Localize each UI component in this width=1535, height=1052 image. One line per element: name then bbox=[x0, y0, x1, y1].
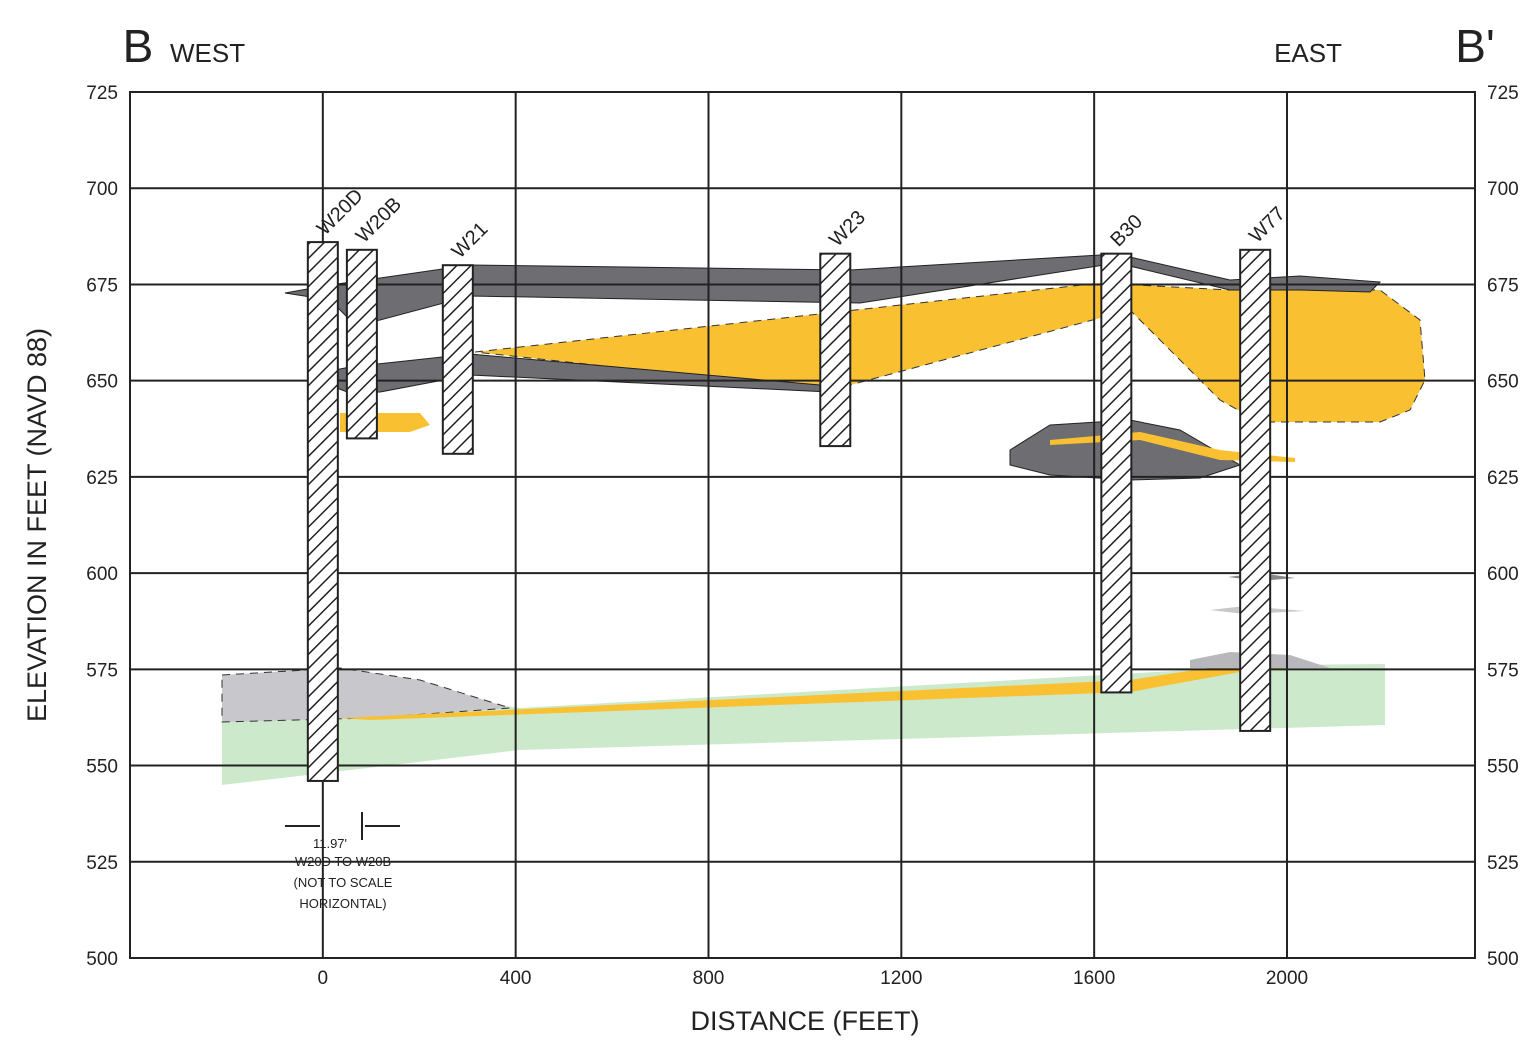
x-axis-title: DISTANCE (FEET) bbox=[691, 1006, 920, 1036]
annotation-text: W20D TO W20B bbox=[295, 854, 391, 869]
y-tick-label: 625 bbox=[86, 468, 118, 489]
y-tick-label: 600 bbox=[86, 564, 118, 585]
well bbox=[347, 250, 377, 439]
x-tick-label: 2000 bbox=[1266, 968, 1308, 989]
well bbox=[308, 242, 338, 781]
well bbox=[443, 265, 473, 454]
right-letter: B' bbox=[1455, 20, 1494, 72]
annotation-text: (NOT TO SCALE bbox=[294, 875, 393, 890]
y-axis-title: ELEVATION IN FEET (NAVD 88) bbox=[22, 328, 52, 722]
y-tick-label: 600 bbox=[1487, 564, 1519, 585]
x-tick-label: 800 bbox=[693, 968, 725, 989]
y-tick-label: 725 bbox=[1487, 83, 1519, 104]
x-tick-label: 1600 bbox=[1073, 968, 1115, 989]
x-tick-label: 0 bbox=[318, 968, 329, 989]
well-label: W77 bbox=[1245, 203, 1290, 248]
y-tick-label: 550 bbox=[86, 757, 118, 778]
right-direction: EAST bbox=[1274, 38, 1342, 68]
cross-section: 500 500 525 525 550 550 575 575 600 600 625 625 650 6… bbox=[0, 0, 1535, 1047]
y-tick-label: 725 bbox=[86, 83, 118, 104]
well-label: B30 bbox=[1106, 210, 1147, 251]
well-label: W21 bbox=[448, 218, 493, 263]
y-tick-label: 700 bbox=[1487, 179, 1519, 200]
annotation-text: 11.97' bbox=[313, 836, 347, 851]
y-tick-label: 675 bbox=[86, 275, 118, 296]
y-tick-label: 675 bbox=[1487, 275, 1519, 296]
y-tick-label: 525 bbox=[1487, 853, 1519, 874]
y-tick-label: 500 bbox=[1487, 949, 1519, 970]
well-label: W23 bbox=[825, 207, 870, 252]
well bbox=[1101, 254, 1131, 693]
well bbox=[820, 254, 850, 446]
left-letter: B bbox=[123, 20, 154, 72]
well bbox=[1240, 250, 1270, 731]
annotation-text: HORIZONTAL) bbox=[299, 896, 386, 911]
left-direction: WEST bbox=[170, 38, 245, 68]
y-tick-label: 550 bbox=[1487, 757, 1519, 778]
x-tick-label: 1200 bbox=[880, 968, 922, 989]
y-tick-label: 525 bbox=[86, 853, 118, 874]
y-tick-label: 500 bbox=[86, 949, 118, 970]
y-tick-label: 575 bbox=[1487, 660, 1519, 681]
y-tick-label: 650 bbox=[1487, 372, 1519, 393]
x-tick-label: 400 bbox=[500, 968, 532, 989]
y-tick-label: 575 bbox=[86, 660, 118, 681]
y-tick-label: 625 bbox=[1487, 468, 1519, 489]
y-tick-label: 700 bbox=[86, 179, 118, 200]
y-tick-label: 650 bbox=[86, 372, 118, 393]
